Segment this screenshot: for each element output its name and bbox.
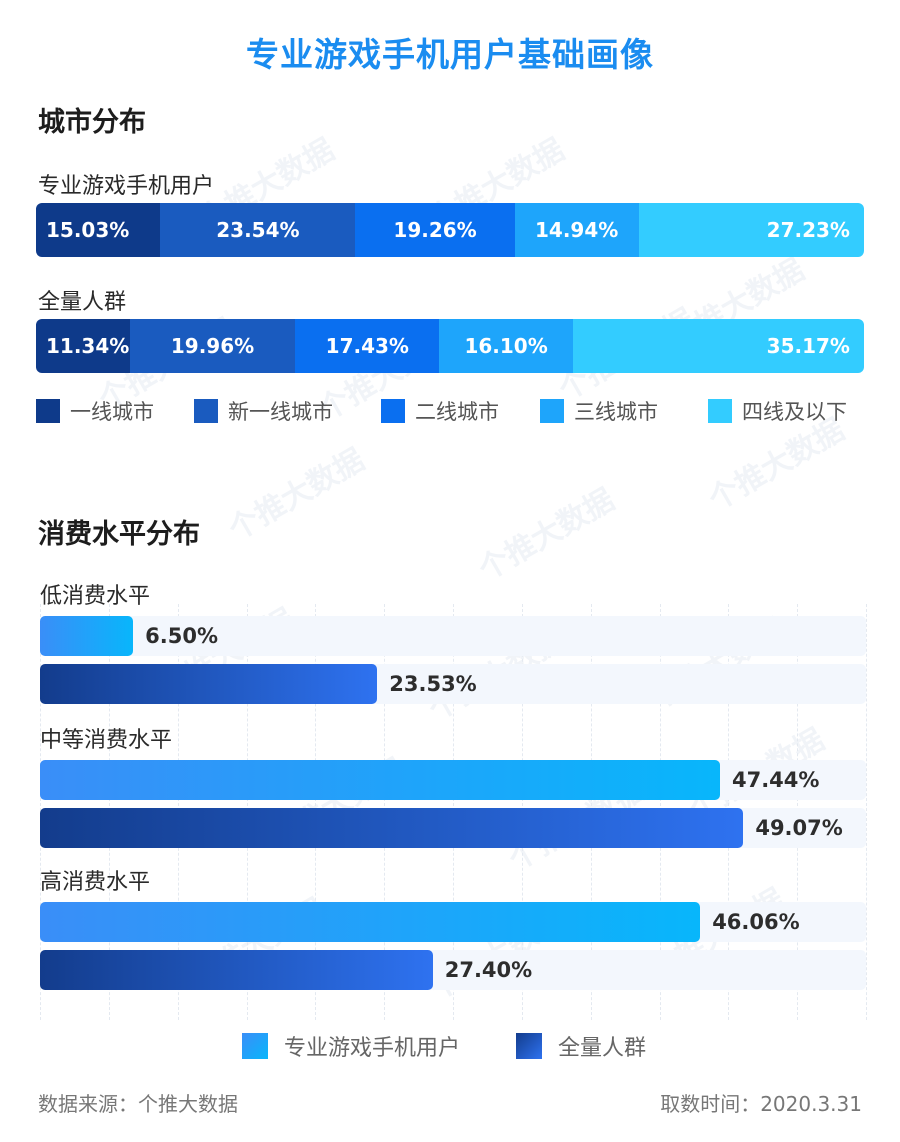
legend-swatch [516, 1033, 542, 1059]
bar-pro-users-mid [40, 760, 720, 800]
legend-label: 三线城市 [574, 400, 658, 424]
seg-tier1: 15.03% [36, 203, 161, 257]
seg-new-tier1: 23.54% [160, 203, 356, 257]
bar-value-label: 27.40% [444, 958, 533, 982]
bar-pro-users-low [40, 616, 134, 656]
legend-swatch [194, 399, 218, 423]
stacked-bar-all-users: 11.34% 19.96% 17.43% 16.10% 35.17% [36, 319, 864, 373]
seg-tier4-below: 27.23% [638, 203, 864, 257]
watermark-text: 个推大数据 [223, 442, 371, 548]
seg-new-tier1: 19.96% [129, 319, 296, 373]
watermark-text: 个推大数据 [473, 482, 621, 588]
bar-all-users-mid [40, 808, 744, 848]
bar-value-label: 46.06% [712, 910, 800, 934]
legend-item-new-tier1: 新一线城市 [194, 396, 333, 426]
legend-swatch [540, 399, 564, 423]
bar-pro-users-high [40, 902, 701, 942]
legend-swatch [36, 399, 60, 423]
seg-tier4-below: 35.17% [572, 319, 864, 373]
legend-label: 专业游戏手机用户 [284, 1036, 461, 1061]
legend-item-tier2: 二线城市 [381, 396, 499, 426]
bar-track [40, 616, 866, 656]
legend-label: 新一线城市 [228, 400, 333, 424]
stacked-bar-pro-users: 15.03% 23.54% 19.26% 14.94% 27.23% [36, 203, 864, 257]
legend-swatch [708, 399, 732, 423]
bar-value-label: 6.50% [145, 624, 219, 648]
legend-item-pro-users: 专业游戏手机用户 [242, 1030, 460, 1062]
bar-all-users-high [40, 950, 433, 990]
consumption-legend: 专业游戏手机用户 全量人群 [0, 1030, 900, 1062]
seg-tier1: 11.34% [36, 319, 130, 373]
data-source: 数据来源：个推大数据 [38, 1092, 238, 1116]
seg-tier2: 17.43% [295, 319, 440, 373]
legend-swatch [381, 399, 405, 423]
stack-row-label: 专业游戏手机用户 [38, 174, 215, 199]
city-section-title: 城市分布 [38, 107, 146, 138]
seg-tier3: 14.94% [514, 203, 639, 257]
seg-tier3: 16.10% [439, 319, 573, 373]
legend-swatch [242, 1033, 268, 1059]
data-time: 取数时间：2020.3.31 [660, 1092, 862, 1116]
legend-item-tier3: 三线城市 [540, 396, 658, 426]
bar-value-label: 49.07% [755, 816, 843, 840]
consumption-section-title: 消费水平分布 [38, 519, 200, 550]
legend-item-tier1: 一线城市 [36, 396, 154, 426]
legend-label: 全量人群 [558, 1036, 647, 1061]
bar-all-users-low [40, 664, 378, 704]
category-label-mid: 中等消费水平 [40, 728, 173, 753]
city-legend: 一线城市 新一线城市 二线城市 三线城市 四线及以下 [36, 396, 866, 426]
bar-value-label: 23.53% [389, 672, 477, 696]
bar-value-label: 47.44% [731, 768, 820, 792]
category-label-high: 高消费水平 [40, 870, 151, 895]
grid-line [866, 604, 867, 1020]
legend-label: 一线城市 [70, 400, 154, 424]
legend-item-tier4-below: 四线及以下 [708, 396, 847, 426]
category-label-low: 低消费水平 [40, 584, 151, 609]
seg-tier2: 19.26% [355, 203, 515, 257]
legend-label: 四线及以下 [742, 400, 847, 424]
stack-row-label: 全量人群 [38, 290, 127, 315]
page-title: 专业游戏手机用户基础画像 [246, 35, 654, 74]
legend-item-all-users: 全量人群 [516, 1030, 646, 1062]
legend-label: 二线城市 [415, 400, 499, 424]
